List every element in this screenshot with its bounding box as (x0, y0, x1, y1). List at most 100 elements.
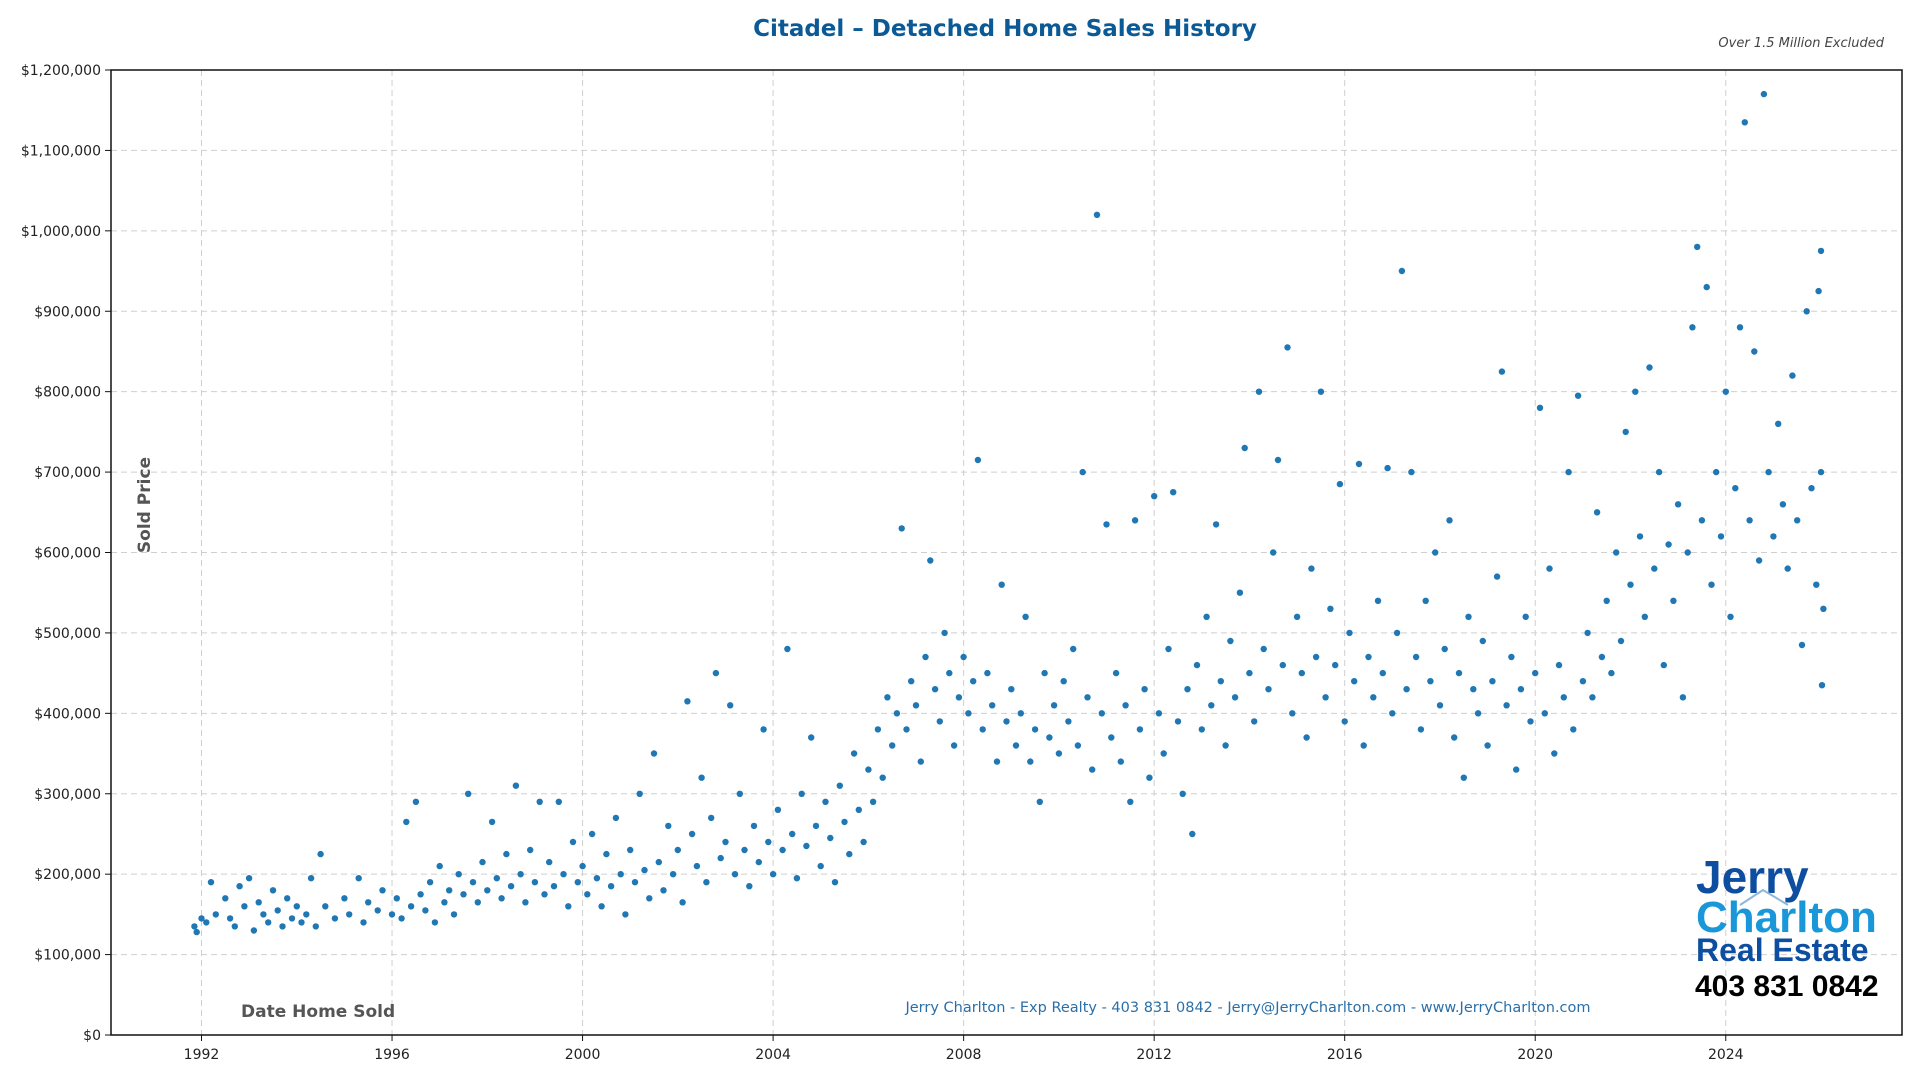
x-axis: 1992 1996 2000 2004 2008 2012 2016 2020 2024 (184, 1035, 1744, 1063)
data-point (1060, 678, 1067, 685)
data-point (908, 678, 915, 685)
data-point (1022, 613, 1029, 620)
data-point (1155, 710, 1163, 717)
data-point (1008, 686, 1015, 693)
data-point (855, 806, 862, 813)
data-point (698, 774, 705, 781)
data-point (1622, 428, 1629, 436)
data-point (1632, 388, 1639, 395)
data-point (841, 818, 848, 826)
data-point (1689, 324, 1696, 331)
y-tick-label: $700,000 (34, 465, 101, 481)
x-tick-label: 2012 (1136, 1047, 1172, 1063)
plot-frame (110, 69, 1903, 1036)
data-point (1451, 734, 1458, 741)
data-point (1384, 464, 1391, 472)
data-point (665, 822, 672, 830)
data-point (1708, 581, 1715, 588)
data-point (617, 871, 624, 878)
data-point (798, 790, 805, 797)
data-point (298, 919, 305, 926)
data-point (1522, 613, 1529, 620)
data-point (579, 862, 586, 870)
data-point (1593, 509, 1601, 516)
x-tick-label: 2000 (565, 1047, 601, 1063)
data-point (1436, 702, 1444, 709)
x-tick-label: 2016 (1327, 1047, 1363, 1063)
data-point (1565, 468, 1572, 476)
data-point (1589, 694, 1596, 701)
data-point (1236, 589, 1244, 596)
data-point (1379, 669, 1387, 677)
data-point (1365, 653, 1372, 661)
data-point (226, 915, 234, 922)
data-point (284, 895, 291, 902)
data-point (1260, 645, 1267, 653)
data-point (827, 834, 834, 842)
data-point (1351, 678, 1358, 685)
data-point (922, 653, 929, 661)
data-point (1360, 742, 1367, 749)
data-point (898, 525, 905, 532)
y-axis-label: Sold Price (135, 457, 155, 553)
y-tick-label: $600,000 (34, 546, 101, 562)
data-point (393, 895, 400, 902)
data-point (507, 883, 515, 890)
data-point (446, 887, 453, 894)
data-point (1251, 718, 1258, 725)
data-point (536, 798, 543, 805)
data-point (1746, 517, 1753, 524)
data-point (1655, 468, 1663, 476)
data-point (1312, 653, 1320, 661)
x-tick-label: 2024 (1708, 1047, 1744, 1063)
data-point (1779, 501, 1787, 508)
data-point (484, 887, 491, 894)
y-tick-label: $1,100,000 (21, 143, 101, 159)
data-point (1131, 517, 1139, 524)
y-tick-label: $0 (83, 1028, 101, 1044)
data-point (607, 883, 615, 890)
data-point (527, 846, 534, 854)
data-point (460, 891, 467, 898)
data-point (1231, 694, 1239, 701)
data-point (965, 710, 972, 717)
data-point (1093, 211, 1101, 218)
data-point (1513, 766, 1520, 773)
data-point (1089, 766, 1096, 773)
data-point (1532, 669, 1539, 677)
data-point (584, 891, 591, 898)
data-point (241, 903, 248, 910)
data-point (1613, 549, 1620, 556)
data-point (407, 903, 415, 910)
data-point (993, 758, 1001, 765)
data-point (212, 911, 219, 918)
data-point (1041, 669, 1048, 677)
data-point (1279, 661, 1287, 669)
data-point (1732, 485, 1739, 492)
data-point (708, 814, 715, 822)
data-point (1203, 613, 1210, 620)
data-point (1079, 468, 1086, 476)
data-point (1546, 565, 1553, 572)
data-point (1193, 661, 1201, 669)
data-point (784, 645, 791, 653)
data-point (1703, 283, 1710, 291)
data-point (650, 750, 658, 757)
data-point (850, 750, 858, 757)
data-point (1046, 734, 1053, 741)
data-point (1798, 641, 1806, 649)
data-point (1694, 243, 1701, 251)
data-point (236, 883, 243, 890)
data-point (1536, 404, 1544, 411)
data-point (1346, 629, 1353, 637)
data-point (1074, 742, 1082, 749)
data-point (312, 923, 319, 930)
data-point (1722, 388, 1730, 395)
y-axis: $0 $100,000 $200,000 $300,000 $400,000 $500,0… (21, 63, 111, 1044)
data-point (765, 838, 772, 846)
data-point (1141, 686, 1148, 693)
data-point (1050, 702, 1058, 709)
data-point (412, 798, 420, 805)
data-point (1570, 726, 1577, 733)
y-tick-label: $200,000 (34, 867, 101, 883)
